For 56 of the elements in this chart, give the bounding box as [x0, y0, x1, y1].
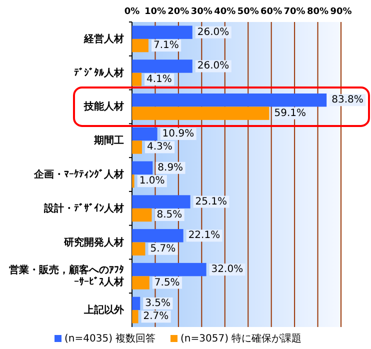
data-label: 7.1%: [153, 40, 179, 52]
y-tick-label: 上記以外: [83, 304, 125, 316]
y-tick-label: 技能人材: [83, 100, 124, 112]
y-tick-label: 営業・販売，顧客へのｱﾌﾀｰｻｰﾋﾞｽ人材: [9, 264, 124, 288]
y-tick-label: 企画・ﾏｰｹﾃｨﾝｸﾞ人材: [33, 168, 124, 180]
data-label: 26.0%: [197, 60, 230, 72]
x-tick-label: 0%: [124, 7, 140, 17]
data-label: 10.9%: [162, 128, 194, 140]
data-label: 22.1%: [188, 230, 220, 242]
x-tick-label: 20%: [168, 7, 190, 17]
data-label: 83.8%: [332, 94, 364, 106]
y-tick-label: ﾃﾞｼﾞﾀﾙ人材: [74, 66, 124, 78]
data-label: 2.7%: [143, 311, 169, 322]
bar: [132, 140, 142, 154]
data-label: 4.3%: [146, 142, 172, 153]
legend-label: (n=4035) 複数回答: [64, 332, 156, 344]
x-tick-label: 80%: [307, 7, 329, 17]
bar: [132, 208, 152, 222]
bar: [132, 72, 142, 86]
x-tick-label: 60%: [260, 7, 282, 17]
y-tick-label: 研究開発人材: [63, 236, 124, 248]
bar: [132, 127, 158, 141]
bar: [132, 276, 150, 290]
x-tick-label: 10%: [144, 7, 166, 17]
bar: [132, 161, 153, 174]
legend-label: (n=3057) 特に確保が課題: [180, 332, 302, 344]
bar: [132, 94, 327, 107]
bar: [132, 195, 190, 208]
x-tick-label: 30%: [190, 7, 212, 17]
bar: [132, 262, 206, 276]
x-tick-label: 90%: [330, 7, 352, 17]
bar: [132, 296, 140, 310]
x-tick-label: 40%: [214, 7, 236, 17]
bar: [132, 26, 192, 39]
bar: [132, 229, 184, 242]
bar: [132, 242, 146, 256]
data-label: 3.5%: [145, 298, 171, 309]
y-tick-label: 経営人材: [83, 32, 124, 44]
data-label: 26.0%: [197, 26, 230, 38]
data-label: 4.1%: [146, 74, 172, 85]
x-tick-label: 50%: [237, 7, 259, 17]
bar: [132, 60, 192, 73]
bar: [132, 106, 270, 120]
data-label: 8.9%: [158, 162, 184, 174]
data-label: 8.5%: [156, 209, 182, 220]
bar: [132, 38, 148, 52]
y-tick-label: 期間工: [93, 134, 124, 146]
data-label: 7.5%: [154, 277, 180, 288]
data-label: 32.0%: [211, 264, 244, 276]
x-tick-label: 70%: [284, 7, 306, 17]
data-label: 25.1%: [195, 196, 228, 208]
data-label: 5.7%: [150, 243, 176, 254]
data-label: 1.0%: [139, 176, 165, 187]
data-label: 59.1%: [274, 108, 306, 119]
bar: [132, 310, 138, 324]
y-tick-label: 設計・ﾃﾞｻﾞｲﾝ人材: [43, 202, 124, 214]
